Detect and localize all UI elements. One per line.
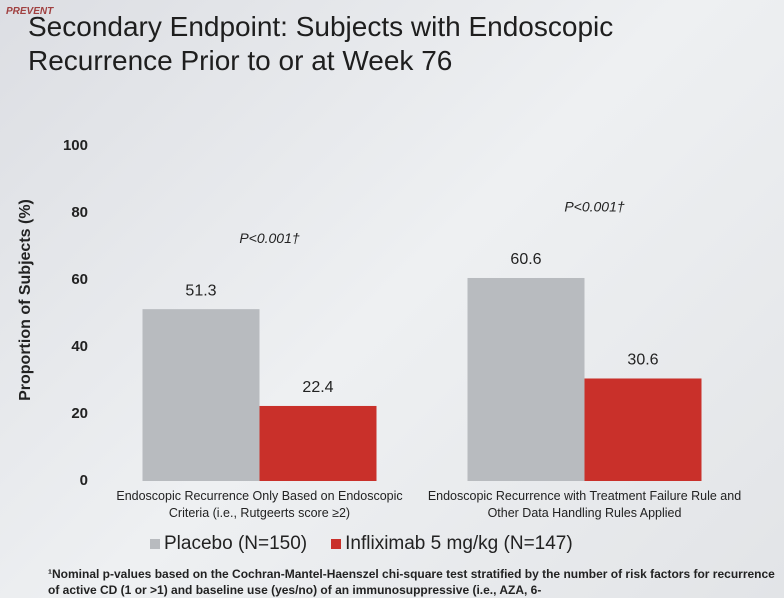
chart-title: Secondary Endpoint: Subjects with Endosc… [28,11,614,76]
y-axis-label: Proportion of Subjects (%) [17,199,34,401]
bar [142,309,260,481]
annotation: P<0.001† [564,199,625,215]
header: PREVENT [6,6,54,17]
x-tick-label: Endoscopic Recurrence with Treatment Fai… [427,489,742,520]
value-label: 30.6 [627,352,658,369]
legend-item: Infliximab 5 mg/kg (N=147) [331,533,573,554]
value-label: 51.3 [185,282,216,299]
y-tick-label: 40 [71,338,88,355]
y-tick-label: 20 [71,405,88,422]
legend-swatch [331,538,342,549]
legend-swatch [150,538,160,549]
annotation: P<0.001† [239,230,300,246]
legend-label: Placebo (N=150) [164,533,308,554]
bar [467,277,585,481]
legend: Placebo (N=150) Infliximab 5 mg/kg (N=147… [150,533,597,555]
legend-item: Placebo (N=150) [150,533,307,554]
value-label: 60.6 [510,251,541,268]
value-label: 22.4 [302,379,333,396]
footnote: ¹Nominal p-values based on the Cochran-M… [48,567,775,597]
x-tick-label: Endoscopic Recurrence Only Based on Endo… [116,489,403,520]
y-tick-label: 60 [71,271,88,288]
bar [259,405,377,481]
legend-label: Infliximab 5 mg/kg (N=147) [345,533,573,554]
bar [584,378,702,481]
y-tick-label: 100 [63,137,88,154]
y-tick-label: 80 [71,204,88,221]
y-tick-label: 0 [80,472,88,489]
